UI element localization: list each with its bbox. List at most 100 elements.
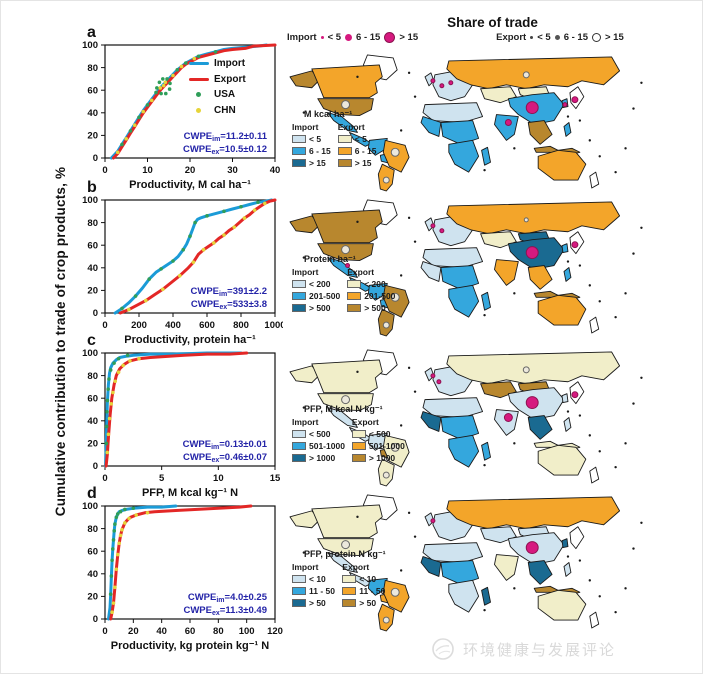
usa-dot-swatch	[196, 92, 201, 98]
bubble-size-legend: Import < 5 6 - 15 > 15 Export < 5 6 - 15…	[287, 32, 701, 43]
svg-text:20: 20	[87, 131, 98, 142]
plot-panel-d: d 0 20 40 60 80 100 120 0 20 40 60 80 100 CWPEim=4.0±…	[61, 485, 285, 652]
map-protein-per-ha-svg	[289, 199, 643, 337]
svg-text:80: 80	[213, 626, 224, 637]
svg-text:10: 10	[142, 165, 153, 176]
legend-chn: CHN	[189, 103, 246, 119]
svg-text:CWPEim=11.2±0.11: CWPEim=11.2±0.11	[184, 131, 268, 143]
map-pfp-kcal-per-kgN-svg	[289, 349, 643, 487]
svg-text:600: 600	[199, 320, 215, 331]
svg-text:CWPEex=11.3±0.49: CWPEex=11.3±0.49	[183, 605, 267, 617]
bubble-legend-export: Export < 5 6 - 15 > 15	[496, 32, 624, 43]
svg-text:CWPEim=391±2.2: CWPEim=391±2.2	[191, 286, 268, 298]
import-bubble-small	[320, 36, 324, 39]
map-pfp-protein-per-kgN-legend: PFP, protein N kg⁻¹ Import Export < 10 < 10 1…	[292, 549, 386, 608]
svg-text:40: 40	[87, 108, 98, 119]
panel-letter-d: d	[87, 485, 97, 502]
svg-text:60: 60	[87, 393, 98, 404]
import-bubble-mid	[345, 34, 353, 41]
svg-text:20: 20	[87, 286, 98, 297]
x-axis-label-d: Productivity, kg protein kg⁻¹ N	[110, 640, 270, 652]
legend-export: Export	[189, 72, 246, 88]
svg-text:40: 40	[87, 569, 98, 580]
svg-text:0: 0	[93, 153, 98, 164]
map-pfp-protein: PFP, protein N kg⁻¹ Import Export < 10 < 10 1…	[284, 493, 701, 638]
map-protein-per-ha: Protein ha⁻¹ Import Export < 200 < 200 201-50…	[284, 198, 701, 343]
svg-text:800: 800	[233, 320, 249, 331]
svg-text:40: 40	[270, 165, 281, 176]
svg-text:40: 40	[87, 263, 98, 274]
svg-text:100: 100	[239, 626, 255, 637]
svg-text:60: 60	[87, 85, 98, 96]
map-protein-per-ha-legend: Protein ha⁻¹ Import Export < 200 < 200 201-50…	[292, 254, 396, 313]
watermark-text: 环境健康与发展评论	[463, 641, 617, 659]
export-bubble-large	[591, 33, 601, 42]
svg-text:80: 80	[87, 371, 98, 382]
map-kcal-per-ha-svg	[289, 54, 643, 192]
svg-text:CWPEim=4.0±0.25: CWPEim=4.0±0.25	[188, 592, 268, 604]
svg-text:20: 20	[87, 439, 98, 450]
map-pfp-kcal: PFP, M kcal N kg⁻¹ Import Export < 500 < 500…	[284, 348, 701, 493]
svg-text:5: 5	[159, 473, 165, 484]
svg-text:0: 0	[102, 626, 107, 637]
panel-letter-a: a	[87, 24, 96, 41]
export-line-swatch	[189, 77, 209, 81]
export-bubble-small	[530, 36, 534, 39]
svg-text:CWPEim=0.13±0.01: CWPEim=0.13±0.01	[183, 439, 268, 451]
plot-panel-c: c 0 5 10 15 0 20 40 60 80 100 CWPEim=0.13±0.01 CWPE…	[61, 332, 285, 499]
svg-text:15: 15	[270, 473, 281, 484]
svg-text:80: 80	[87, 524, 98, 535]
svg-text:100: 100	[82, 501, 98, 512]
legend-usa: USA	[189, 87, 246, 103]
svg-text:0: 0	[93, 308, 98, 319]
watermark-logo-icon	[432, 638, 454, 660]
svg-text:30: 30	[227, 165, 238, 176]
svg-text:60: 60	[185, 626, 196, 637]
svg-text:400: 400	[165, 320, 181, 331]
panel-letter-c: c	[87, 332, 96, 349]
svg-text:60: 60	[87, 240, 98, 251]
plot-legend: Import Export USA CHN	[189, 56, 246, 118]
plot-c-svg: 0 5 10 15 0 20 40 60 80 100 CWPEim=0.13±0.01CWPEex…	[82, 348, 281, 484]
svg-text:100: 100	[82, 40, 98, 51]
x-axis-label-a: Productivity, M cal ha⁻¹	[129, 179, 251, 191]
svg-text:20: 20	[185, 165, 196, 176]
svg-text:0: 0	[93, 614, 98, 625]
svg-text:CWPEex=0.46±0.07: CWPEex=0.46±0.07	[183, 452, 267, 464]
svg-text:80: 80	[87, 63, 98, 74]
svg-text:CWPEex=533±3.8: CWPEex=533±3.8	[191, 299, 267, 311]
svg-text:0: 0	[102, 165, 107, 176]
svg-text:0: 0	[93, 461, 98, 472]
svg-text:0: 0	[102, 320, 107, 331]
svg-text:100: 100	[82, 348, 98, 359]
svg-text:10: 10	[213, 473, 224, 484]
svg-text:200: 200	[131, 320, 147, 331]
svg-text:120: 120	[267, 626, 283, 637]
svg-text:40: 40	[87, 416, 98, 427]
x-axis-label-b: Productivity, protein ha⁻¹	[124, 334, 256, 346]
svg-text:CWPEex=10.5±0.12: CWPEex=10.5±0.12	[183, 144, 267, 156]
plot-panel-b: b 0 200 400 600 800 1000 0 20 40 60 80 100 CWPEim=39…	[61, 179, 285, 346]
plot-a-svg: 0 10 20 30 40 0 20 40 60 80 100 CWPEim=11.2±0.11CWP…	[82, 40, 281, 176]
maps-title: Share of trade	[447, 15, 538, 30]
map-pfp-protein-per-kgN-svg	[289, 494, 643, 632]
plot-panel-a: a 0 10 20 30 40 0 20 40 60 80 100 CWPEim=11.2±0.11 C…	[61, 24, 285, 191]
export-bubble-mid	[554, 35, 560, 40]
svg-text:20: 20	[128, 626, 139, 637]
svg-text:40: 40	[156, 626, 167, 637]
map-pfp-kcal-per-kgN-legend: PFP, M kcal N kg⁻¹ Import Export < 500 < 500…	[292, 404, 405, 463]
svg-text:0: 0	[102, 473, 107, 484]
watermark: 环境健康与发展评论	[431, 637, 616, 661]
svg-text:60: 60	[87, 546, 98, 557]
bubble-legend-import: Import < 5 6 - 15 > 15	[287, 32, 419, 43]
panel-letter-b: b	[87, 179, 97, 196]
x-axis-label-c: PFP, M kcal kg⁻¹ N	[141, 487, 239, 499]
plot-b-svg: 0 200 400 600 800 1000 0 20 40 60 80 100 CWPEim=391±…	[82, 195, 283, 331]
plot-d-svg: 0 20 40 60 80 100 120 0 20 40 60 80 100 CWPEim=4.0±0.…	[82, 501, 283, 637]
svg-text:20: 20	[87, 592, 98, 603]
svg-text:100: 100	[82, 195, 98, 206]
import-line-swatch	[189, 62, 209, 66]
import-bubble-large	[384, 32, 396, 43]
svg-text:80: 80	[87, 218, 98, 229]
